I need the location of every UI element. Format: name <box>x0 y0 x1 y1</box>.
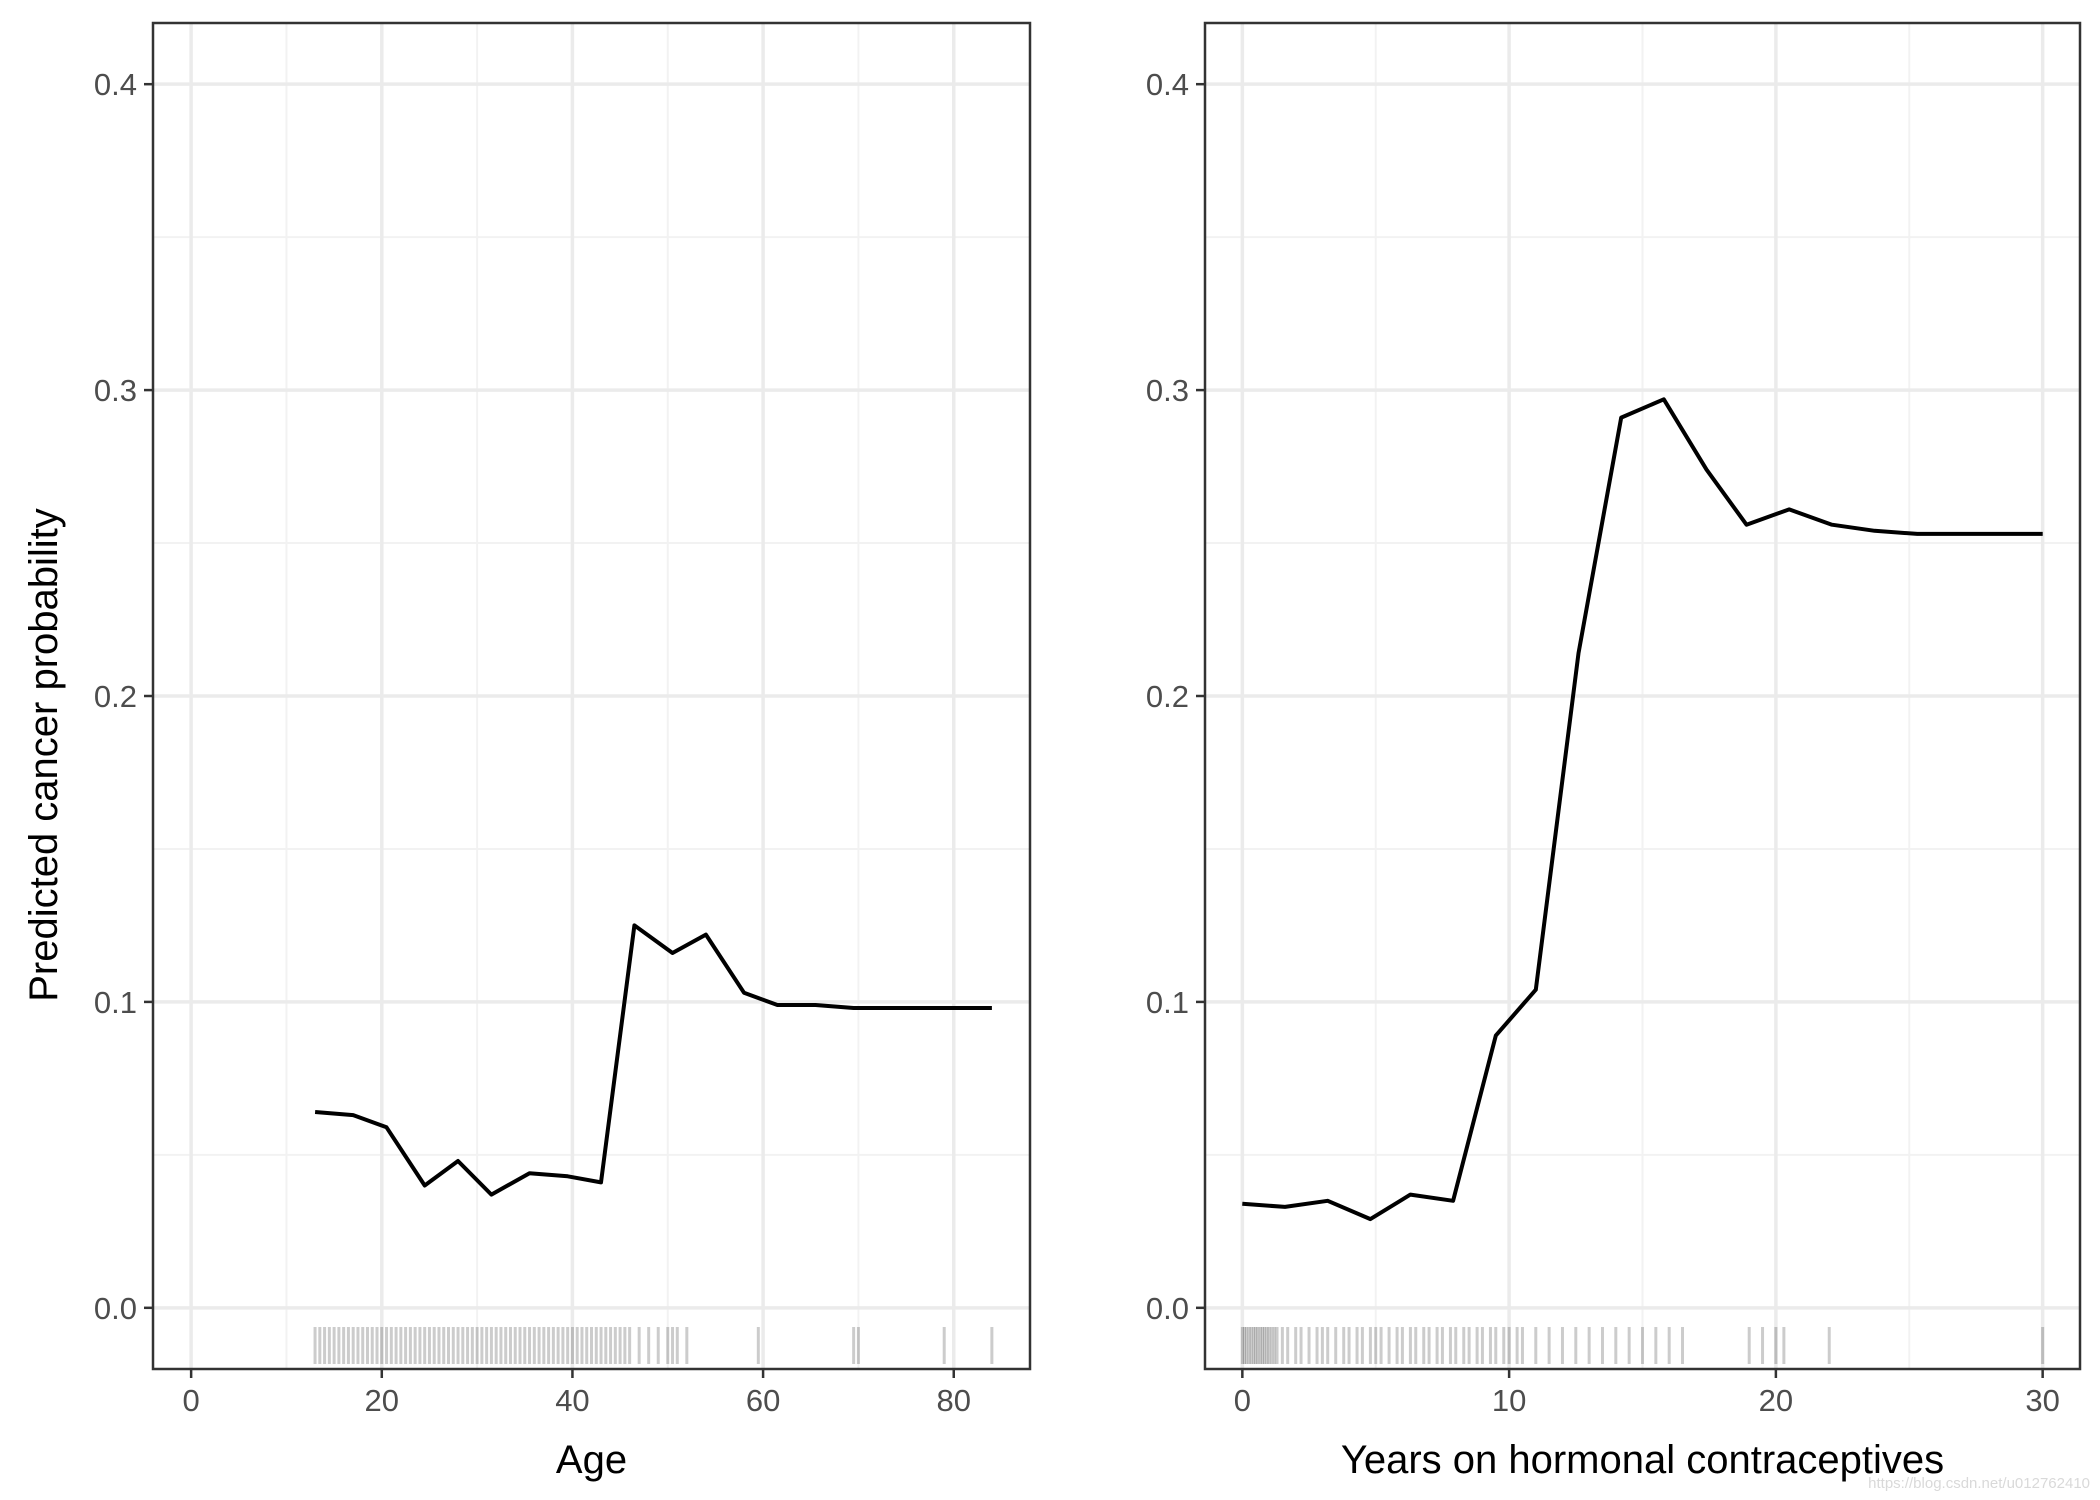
data-series <box>314 923 992 1197</box>
x-axis-title: Age <box>556 1438 627 1482</box>
x-tick-label: 80 <box>936 1383 970 1418</box>
rug <box>1240 1327 2045 1364</box>
x-tick-label: 0 <box>1234 1383 1251 1418</box>
y-tick-label: 0.1 <box>94 985 137 1020</box>
series-line <box>1242 397 2043 1222</box>
y-tick-label: 0.1 <box>1146 985 1189 1020</box>
grid-major <box>153 23 1030 1369</box>
y-tick-label: 0.0 <box>94 1291 137 1326</box>
x-tick-label: 10 <box>1492 1383 1526 1418</box>
x-axis-title: Years on hormonal contraceptives <box>1341 1438 1944 1482</box>
x-tick-label: 60 <box>746 1383 780 1418</box>
axis-ticks: 0 20 40 60 80 0.0 0.1 0.2 0.3 0.4 <box>94 67 971 1418</box>
y-tick-label: 0.4 <box>94 67 137 102</box>
y-axis-title: Predicted cancer probability <box>22 508 66 1002</box>
x-tick-label: 30 <box>2025 1383 2059 1418</box>
panel-contraceptives: 0 10 20 30 0.0 0.1 0.2 0.3 0.4 Years on hormonal… <box>1146 21 2082 1482</box>
y-tick-label: 0.2 <box>94 679 137 714</box>
x-tick-label: 20 <box>1759 1383 1793 1418</box>
grid-major <box>1205 23 2080 1369</box>
y-tick-label: 0.2 <box>1146 679 1189 714</box>
data-series <box>1242 397 2043 1222</box>
watermark: https://blog.csdn.net/u012762410 <box>1868 1475 2090 1492</box>
panel-age: 0 20 40 60 80 0.0 0.1 0.2 0.3 0.4 Age <box>94 21 1032 1482</box>
x-tick-label: 20 <box>365 1383 399 1418</box>
series-line <box>314 923 992 1197</box>
y-tick-label: 0.4 <box>1146 67 1189 102</box>
y-tick-label: 0.0 <box>1146 1291 1189 1326</box>
y-tick-label: 0.3 <box>1146 373 1189 408</box>
y-tick-label: 0.3 <box>94 373 137 408</box>
x-tick-label: 40 <box>555 1383 589 1418</box>
rug <box>313 1327 994 1364</box>
axis-ticks: 0 10 20 30 0.0 0.1 0.2 0.3 0.4 <box>1146 67 2060 1418</box>
x-tick-label: 0 <box>183 1383 200 1418</box>
